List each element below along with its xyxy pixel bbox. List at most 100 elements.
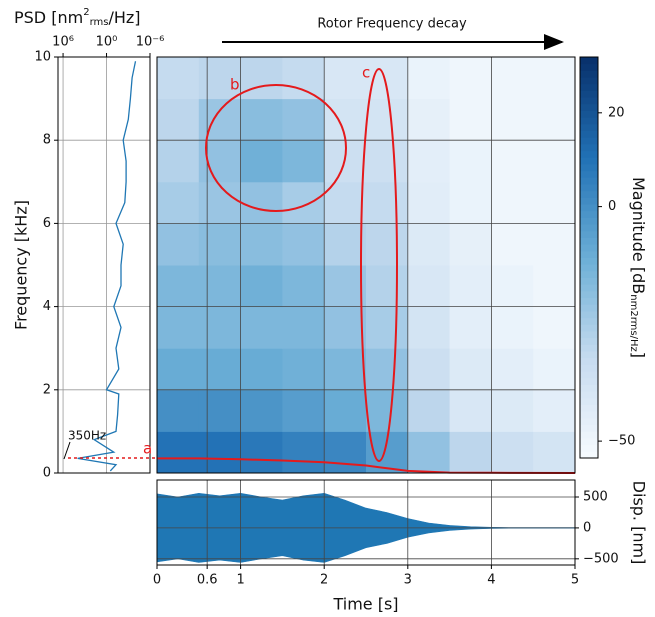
colorbar-step <box>580 137 598 145</box>
colorbar-step <box>580 397 598 406</box>
x-tick-label: 5 <box>571 573 579 588</box>
heat-cell <box>491 431 534 474</box>
heat-cell <box>533 140 576 183</box>
colorbar-step <box>580 451 598 459</box>
heat-cell <box>366 265 409 308</box>
heat-cell <box>324 181 367 224</box>
colorbar-step <box>580 324 598 332</box>
heat-cell <box>407 265 451 308</box>
colorbar-step <box>580 117 598 125</box>
heat-cell <box>282 181 325 224</box>
colorbar-step <box>580 431 598 439</box>
heat-cell <box>533 181 576 224</box>
colorbar-step <box>580 217 598 225</box>
x-tick-label: 10⁻⁶ <box>136 35 165 50</box>
ellipse-b <box>205 84 347 212</box>
colorbar-step <box>580 270 598 279</box>
y-tick-label: 8 <box>43 133 51 148</box>
colorbar-step <box>580 224 598 232</box>
plot-frame <box>156 479 576 566</box>
x-tick-label: 10⁰ <box>96 35 118 50</box>
heat-cell <box>407 181 451 224</box>
heat-cell <box>198 348 242 391</box>
heat-cell <box>324 306 367 349</box>
heat-cell <box>366 98 409 141</box>
colorbar-step <box>580 70 598 78</box>
colorbar-step <box>580 317 598 325</box>
heat-cell <box>491 181 534 224</box>
colorbar-tick-label: 0 <box>608 199 616 214</box>
colorbar-step <box>580 163 598 172</box>
heat-cell <box>240 306 283 349</box>
heat-cell <box>157 389 200 432</box>
colorbar-step <box>580 183 598 192</box>
y-tick-label: 2 <box>43 382 51 397</box>
heat-cell <box>449 265 492 308</box>
colorbar-step <box>580 424 598 432</box>
heat-cell <box>324 57 367 100</box>
heat-cell <box>198 223 242 266</box>
label-350hz: 350Hz <box>68 429 106 443</box>
heat-cell <box>366 223 409 266</box>
colorbar-step <box>580 150 598 158</box>
heat-cell <box>157 98 200 141</box>
heat-cell <box>157 306 200 349</box>
heat-cell <box>491 306 534 349</box>
x-tick-label: 3 <box>404 573 412 588</box>
heat-cell <box>491 140 534 183</box>
heat-cell <box>407 140 451 183</box>
heat-cell <box>157 140 200 183</box>
colorbar-step <box>580 444 598 452</box>
heat-cell <box>324 389 367 432</box>
psd-line <box>77 61 137 472</box>
colorbar-step <box>580 177 598 185</box>
colorbar-step <box>580 170 598 178</box>
heat-cell <box>491 348 534 391</box>
y-tick-label: −500 <box>583 551 619 566</box>
colorbar-step <box>580 417 598 426</box>
colorbar-step <box>580 197 598 205</box>
heat-cell <box>449 57 492 100</box>
colorbar-step <box>580 277 598 285</box>
heat-cell <box>533 306 576 349</box>
psd-title: PSD [nm2rms/Hz] <box>14 7 141 28</box>
heat-cell <box>282 348 325 391</box>
colorbar-step <box>580 290 598 299</box>
heat-cell <box>324 348 367 391</box>
heat-cell <box>449 431 492 474</box>
heat-cell <box>282 57 325 100</box>
y-tick-label: 4 <box>43 299 51 314</box>
heat-cell <box>282 306 325 349</box>
heat-cell <box>533 431 576 474</box>
label-part: Magnitude [dB <box>630 177 649 294</box>
leader <box>63 441 71 460</box>
colorbar-step <box>580 257 598 265</box>
label-part: PSD [nm <box>14 8 83 27</box>
label-b: b <box>230 76 240 94</box>
colorbar-step <box>580 63 598 71</box>
label-part: /Hz <box>628 336 639 352</box>
colorbar-step <box>580 364 598 372</box>
colorbar-step <box>580 384 598 392</box>
heat-cell <box>198 181 242 224</box>
heat-cell <box>407 306 451 349</box>
x-tick-label: 10⁶ <box>52 35 74 50</box>
heat-cell <box>533 57 576 100</box>
heat-cell <box>533 265 576 308</box>
colorbar-step <box>580 297 598 305</box>
label-c: c <box>362 64 370 82</box>
heat-cell <box>282 140 325 183</box>
heat-cell <box>366 181 409 224</box>
colorbar-step <box>580 190 598 198</box>
colorbar-step <box>580 143 598 152</box>
label-part: /Hz] <box>108 8 140 27</box>
x-tick-label: 0 <box>153 573 161 588</box>
colorbar-step <box>580 83 598 91</box>
heat-cell <box>157 57 200 100</box>
colorbar-step <box>580 230 598 238</box>
colorbar-step <box>580 304 598 312</box>
colorbar-step <box>580 123 598 132</box>
ellipse-c <box>360 68 398 462</box>
heat-cell <box>198 389 242 432</box>
